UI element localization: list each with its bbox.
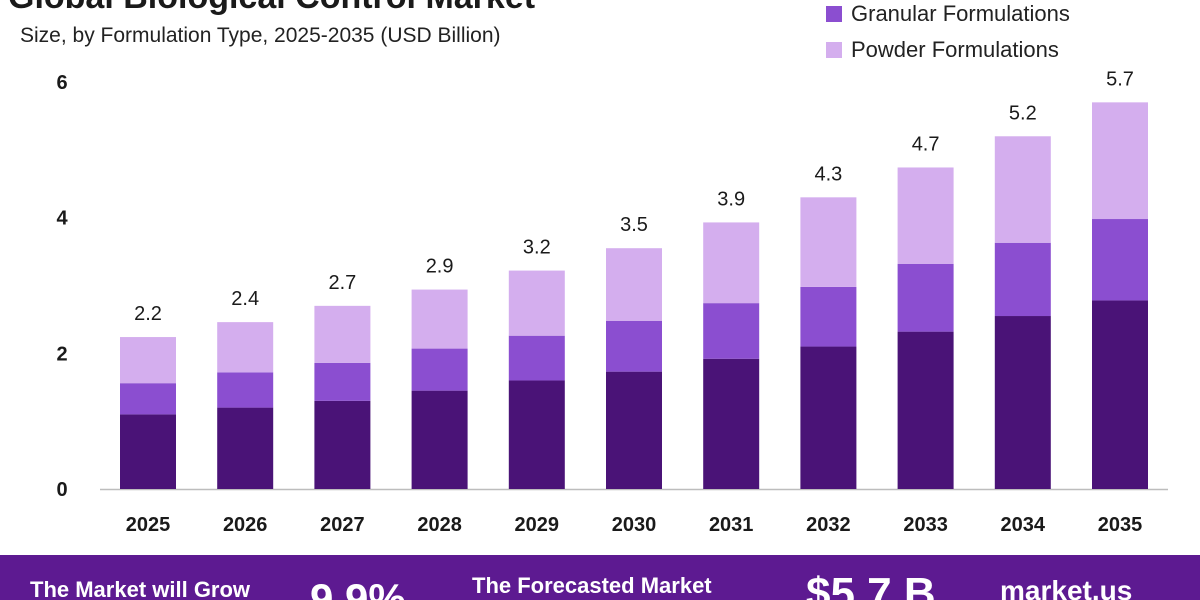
bar-total-label: 5.2 <box>1009 102 1037 124</box>
legend-item-granular: Granular Formulations <box>826 0 1070 32</box>
bar-segment-powder <box>120 337 176 384</box>
bar-segment-granular <box>994 242 1051 317</box>
y-tick-label: 0 <box>56 479 67 501</box>
x-tick-label: 2033 <box>903 514 948 536</box>
bar-segment-granular <box>897 263 954 332</box>
bar-total-label: 4.3 <box>814 163 842 185</box>
x-tick-label: 2035 <box>1098 514 1143 536</box>
bar-total-label: 2.2 <box>134 303 162 325</box>
bar-total-label: 3.2 <box>523 237 551 259</box>
x-tick-label: 2032 <box>806 514 851 536</box>
footer-grow-text: The Market will Grow <box>30 577 251 600</box>
bar-segment-base <box>606 371 662 489</box>
bar-segment-powder <box>1092 102 1148 220</box>
bar-segment-granular <box>508 335 565 381</box>
legend-swatch-granular <box>826 6 842 22</box>
legend-swatch-powder <box>826 42 842 58</box>
bar-total-label: 4.7 <box>912 133 940 155</box>
bar-segment-base <box>703 358 760 489</box>
footer-brand-logo: market.us <box>1000 575 1133 600</box>
x-tick-label: 2025 <box>126 514 171 536</box>
bar-total-label: 2.7 <box>328 272 356 294</box>
x-tick-label: 2030 <box>612 514 657 536</box>
legend-label-powder: Powder Formulations <box>851 37 1059 62</box>
x-tick-label: 2034 <box>1001 514 1046 536</box>
bar-segment-powder <box>411 289 468 349</box>
footer-banner: The Market will Grow 9.9% The Forecasted… <box>0 555 1200 600</box>
x-tick-label: 2027 <box>320 514 365 536</box>
bar-total-label: 3.9 <box>717 188 745 210</box>
x-tick-label: 2026 <box>223 514 268 536</box>
bar-segment-base <box>314 400 371 489</box>
legend-label-granular: Granular Formulations <box>851 1 1070 26</box>
bar-segment-granular <box>703 303 760 359</box>
bar-segment-powder <box>217 322 274 373</box>
bar-total-label: 2.9 <box>426 256 454 278</box>
bar-segment-granular <box>606 320 662 372</box>
chart-plot-area: 0 2 4 6 2.2 2025 2.4 2026 2.7 2027 2.9 2028 3.2 2029 3… <box>56 68 1168 536</box>
bar-total-label: 5.7 <box>1106 68 1134 90</box>
bar-segment-granular <box>411 348 468 391</box>
footer-forecast-text: The Forecasted Market <box>472 573 712 598</box>
bar-segment-powder <box>800 197 857 287</box>
bar-segment-base <box>217 407 274 489</box>
bar-segment-granular <box>120 383 176 415</box>
bar-segment-base <box>897 331 954 489</box>
bar-segment-base <box>800 346 857 489</box>
y-tick-label: 4 <box>56 208 68 230</box>
x-tick-label: 2031 <box>709 514 754 536</box>
bar-segment-base <box>120 414 176 489</box>
legend-item-powder: Powder Formulations <box>826 32 1070 68</box>
chart-title: Global Biological Control Market <box>8 0 535 17</box>
y-tick-label: 6 <box>56 72 67 94</box>
footer-cagr-value: 9.9% <box>310 575 406 600</box>
bar-segment-powder <box>703 222 760 304</box>
bar-segment-powder <box>508 270 565 336</box>
bar-segment-granular <box>1092 219 1148 301</box>
bar-segment-powder <box>994 136 1051 243</box>
bar-total-label: 2.4 <box>231 288 259 310</box>
bar-segment-granular <box>217 372 274 408</box>
bar-segment-base <box>411 390 468 489</box>
x-tick-label: 2028 <box>417 514 462 536</box>
chart-subtitle: Size, by Formulation Type, 2025-2035 (US… <box>20 24 501 47</box>
bar-segment-base <box>1092 300 1148 489</box>
bar-segment-granular <box>314 362 371 401</box>
bar-segment-powder <box>314 305 371 363</box>
legend: Granular Formulations Powder Formulation… <box>826 0 1070 68</box>
bar-total-label: 3.5 <box>620 214 648 236</box>
footer-market-value: $5.7 B <box>806 569 936 600</box>
bar-segment-base <box>994 316 1051 489</box>
bar-segment-powder <box>606 248 662 321</box>
bar-segment-powder <box>897 167 954 264</box>
bar-segment-base <box>508 380 565 489</box>
y-tick-label: 2 <box>56 343 67 365</box>
x-tick-label: 2029 <box>515 514 560 536</box>
bar-segment-granular <box>800 286 857 347</box>
